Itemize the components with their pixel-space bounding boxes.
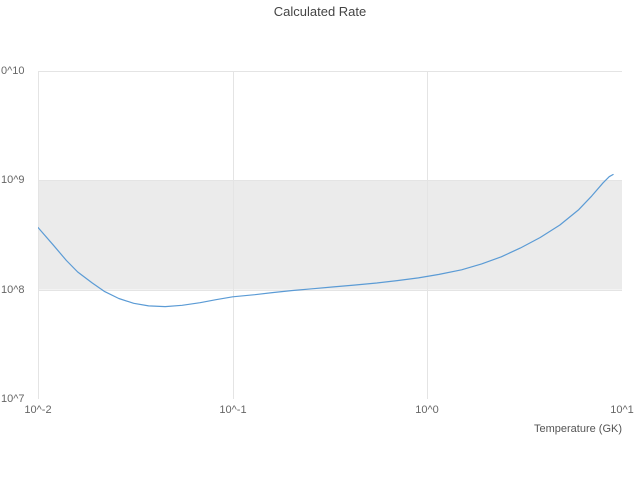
plot-area	[38, 71, 622, 399]
x-axis-label: Temperature (GK)	[533, 423, 622, 435]
plot-canvas	[38, 71, 622, 399]
gridlines	[38, 71, 622, 399]
x-tick-label-1e-2: 10^-2	[24, 404, 52, 416]
y-tick-label-1e7: 10^7	[1, 393, 25, 405]
y-tick-label-1e9: 10^9	[1, 174, 25, 186]
rate-line	[38, 173, 614, 308]
y-tick-label-1e10: 0^10	[1, 65, 25, 77]
x-tick-label-1e1: 10^1	[610, 404, 634, 416]
chart-title: Calculated Rate	[273, 4, 367, 19]
y-tick-label-1e8: 10^8	[1, 284, 25, 296]
highlight-band	[38, 180, 622, 290]
x-tick-label-1e0: 10^0	[415, 404, 439, 416]
x-tick-label-1e-1: 10^-1	[219, 404, 247, 416]
